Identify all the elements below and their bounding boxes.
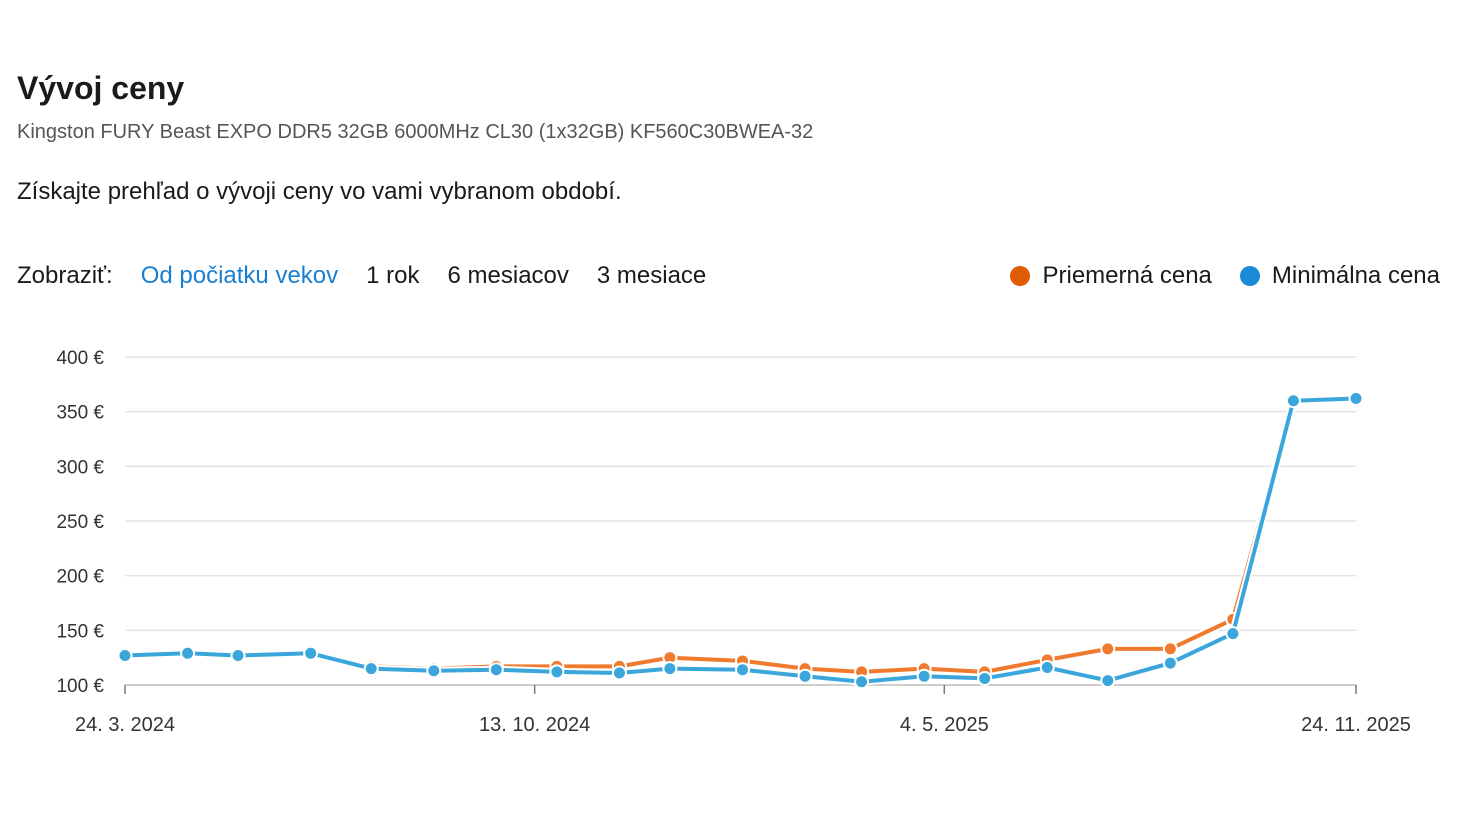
- minimum-price-point: [426, 663, 442, 679]
- y-tick-label: 200 €: [56, 567, 104, 588]
- average-dot-icon: [1010, 266, 1031, 286]
- minimum-price-point: [303, 645, 319, 661]
- range-option-3-months[interactable]: 3 mesiace: [596, 262, 707, 289]
- minimum-price-point: [1100, 673, 1116, 689]
- average-price-point: [1100, 641, 1116, 657]
- minimum-price-point: [1285, 393, 1301, 409]
- y-tick-label: 150 €: [56, 621, 104, 642]
- average-price-point: [1162, 641, 1178, 657]
- chart-legend: Priemerná cena Minimálna cena: [982, 262, 1440, 290]
- minimum-price-point: [735, 662, 751, 678]
- price-chart: 100 € 150 € 200 € 250 € 300 € 350 € 400 € 24. …: [56, 348, 1411, 736]
- legend-label-average: Priemerná cena: [1042, 262, 1212, 289]
- minimum-price-point: [662, 661, 678, 677]
- minimum-price-point: [117, 647, 133, 663]
- minimum-price-point: [1162, 655, 1178, 671]
- minimum-price-point: [611, 665, 627, 681]
- y-axis: 100 € 150 € 200 € 250 € 300 € 350 € 400 €: [56, 348, 104, 697]
- range-option-all[interactable]: Od počiatku vekov: [140, 262, 339, 289]
- y-tick-label: 350 €: [56, 403, 104, 424]
- chart-series: [117, 391, 1364, 690]
- y-tick-label: 400 €: [56, 348, 104, 369]
- legend-label-minimum: Minimálna cena: [1271, 262, 1440, 289]
- minimum-price-series: [117, 391, 1364, 690]
- y-tick-label: 100 €: [56, 676, 104, 697]
- minimum-price-line: [123, 396, 1358, 684]
- product-name: Kingston FURY Beast EXPO DDR5 32GB 6000M…: [17, 121, 814, 143]
- minimum-price-point: [180, 645, 196, 661]
- legend-item-minimum[interactable]: Minimálna cena: [1239, 262, 1440, 290]
- minimum-price-point: [854, 674, 870, 690]
- x-tick-label: 13. 10. 2024: [479, 714, 590, 736]
- x-axis: 24. 3. 2024 13. 10. 2024 4. 5. 2025 24. 11.…: [75, 685, 1411, 736]
- minimum-price-point: [1225, 626, 1241, 642]
- x-tick-label: 24. 11. 2025: [1301, 714, 1411, 736]
- minimum-price-point: [797, 668, 813, 684]
- minimum-price-point: [977, 670, 993, 686]
- chart-grid: [125, 356, 1356, 686]
- average-price-series: [117, 391, 1364, 680]
- minimum-price-point: [230, 647, 246, 663]
- range-option-6-months[interactable]: 6 mesiacov: [447, 262, 569, 289]
- y-tick-label: 250 €: [56, 512, 104, 533]
- minimum-price-point: [488, 662, 504, 678]
- range-label: Zobraziť:: [17, 262, 113, 289]
- minimum-price-line-halo: [121, 394, 1360, 686]
- minimum-price-point: [363, 661, 379, 677]
- page-title: Vývoj ceny: [17, 70, 185, 106]
- minimum-price-point: [1348, 391, 1364, 407]
- minimum-price-point: [916, 668, 932, 684]
- range-option-1-year[interactable]: 1 rok: [366, 262, 420, 289]
- y-tick-label: 300 €: [56, 457, 104, 478]
- legend-item-average[interactable]: Priemerná cena: [1010, 262, 1212, 290]
- x-tick-label: 4. 5. 2025: [900, 714, 989, 736]
- minimum-price-point: [549, 664, 565, 680]
- x-tick-label: 24. 3. 2024: [75, 714, 175, 736]
- minimum-dot-icon: [1239, 266, 1260, 286]
- intro-text: Získajte prehľad o vývoji ceny vo vami v…: [17, 178, 622, 205]
- range-selector: Zobraziť: Od počiatku vekov 1 rok 6 mesi…: [17, 262, 734, 290]
- minimum-price-point: [1039, 660, 1055, 676]
